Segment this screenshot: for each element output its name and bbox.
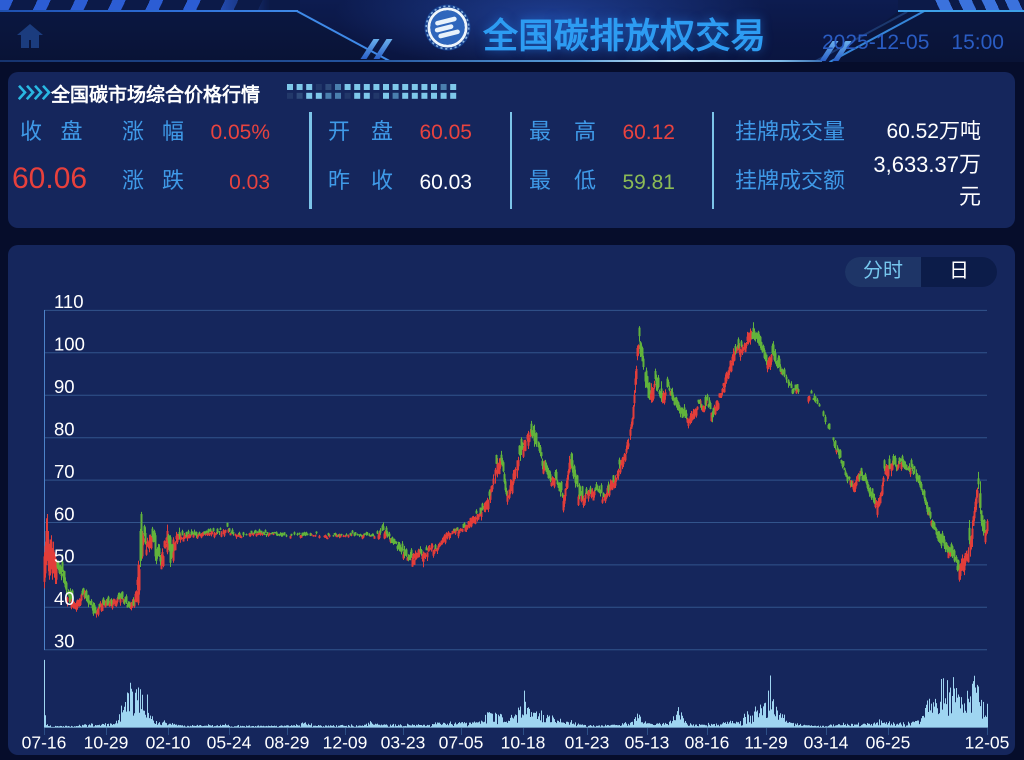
svg-text:90: 90 (54, 376, 75, 397)
svg-text:40: 40 (54, 588, 75, 609)
svg-text:08-16: 08-16 (685, 733, 730, 753)
svg-text:05-13: 05-13 (625, 733, 670, 753)
svg-text:70: 70 (54, 461, 75, 482)
svg-text:60: 60 (54, 503, 75, 524)
svg-text:03-14: 03-14 (804, 733, 849, 753)
svg-text:50: 50 (54, 546, 75, 567)
svg-text:07-05: 07-05 (439, 733, 484, 753)
svg-text:06-25: 06-25 (866, 733, 911, 753)
svg-text:12-05: 12-05 (965, 733, 1010, 753)
svg-text:30: 30 (54, 631, 75, 652)
svg-text:80: 80 (54, 419, 75, 440)
svg-text:08-29: 08-29 (265, 733, 310, 753)
svg-text:11-29: 11-29 (744, 733, 787, 753)
svg-text:01-23: 01-23 (565, 733, 610, 753)
svg-text:05-24: 05-24 (207, 733, 252, 753)
svg-text:10-18: 10-18 (501, 733, 546, 753)
svg-text:110: 110 (54, 291, 84, 312)
svg-text:100: 100 (54, 334, 85, 355)
svg-text:10-29: 10-29 (84, 733, 129, 753)
svg-text:12-09: 12-09 (323, 733, 368, 753)
svg-text:02-10: 02-10 (146, 733, 191, 753)
svg-text:03-23: 03-23 (381, 733, 426, 753)
svg-text:07-16: 07-16 (22, 733, 67, 753)
